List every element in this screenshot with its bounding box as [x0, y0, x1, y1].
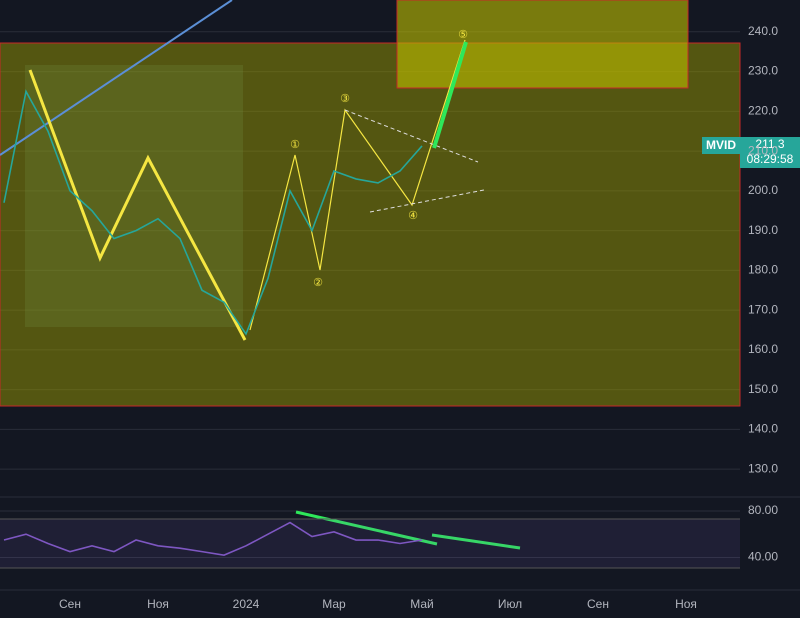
- series-line: [3, 89, 423, 336]
- target-box: [396, 0, 689, 89]
- x-tick-label: Май: [410, 597, 434, 611]
- zone-box: [0, 42, 741, 407]
- y-tick-label: 190.0: [748, 223, 778, 237]
- x-tick-label: Ноя: [675, 597, 697, 611]
- y-tick-label: 80.00: [748, 503, 778, 517]
- x-tick-label: Сен: [587, 597, 609, 611]
- y-tick-label: 130.0: [748, 461, 778, 475]
- last-price: 211.3: [755, 137, 784, 151]
- y-tick-label: 140.0: [748, 422, 778, 436]
- profile-area: [25, 65, 243, 327]
- y-tick-label: 200.0: [748, 183, 778, 197]
- x-tick-label: Сен: [59, 597, 81, 611]
- trend-line: [0, 0, 233, 156]
- ticker-symbol: MVID: [706, 138, 736, 152]
- y-tick-label: 210.0: [748, 143, 778, 157]
- wave-label: ③: [340, 93, 350, 105]
- wave-drawing: [28, 69, 247, 341]
- y-tick-label: 230.0: [748, 64, 778, 78]
- price-tag: [740, 137, 800, 168]
- y-tick-label: 240.0: [748, 24, 778, 38]
- y-tick-label: 160.0: [748, 342, 778, 356]
- countdown: 08:29:58: [747, 152, 794, 166]
- arrow: [432, 41, 468, 149]
- rsi-band: [0, 519, 740, 568]
- triangle-line: [344, 109, 479, 163]
- x-tick-label: Мар: [322, 597, 346, 611]
- x-tick-label: 2024: [233, 597, 260, 611]
- triangle-line: [369, 189, 485, 213]
- y-tick-label: 170.0: [748, 302, 778, 316]
- y-tick-label: 40.00: [748, 550, 778, 564]
- y-tick-label: 150.0: [748, 382, 778, 396]
- wave-label: ②: [313, 277, 323, 289]
- wave-label: ①: [290, 139, 300, 151]
- wave-label: ④: [408, 210, 418, 222]
- arrow: [295, 510, 438, 546]
- ticker-tag: [702, 137, 740, 154]
- series-line: [3, 521, 423, 556]
- arrow: [431, 533, 521, 550]
- wave-drawing: [249, 39, 466, 331]
- x-tick-label: Июл: [498, 597, 522, 611]
- y-tick-label: 220.0: [748, 103, 778, 117]
- wave-label: ⑤: [458, 29, 468, 41]
- x-tick-label: Ноя: [147, 597, 169, 611]
- y-tick-label: 180.0: [748, 263, 778, 277]
